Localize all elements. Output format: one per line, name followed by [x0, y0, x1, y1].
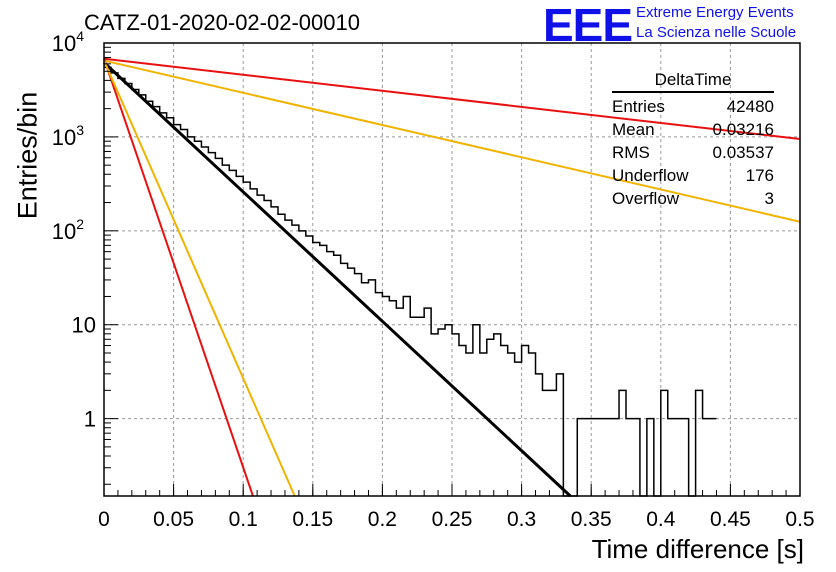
stats-box: DeltaTime Entries 42480 Mean 0.03216 RMS 0.…: [612, 70, 774, 210]
stats-value: 0.03216: [712, 120, 774, 139]
stats-value: 3: [764, 189, 774, 208]
y-axis-label-box: Entries/bin: [4, 92, 42, 220]
fit-line: [102, 61, 572, 498]
x-tick-label: 0.5: [785, 508, 814, 531]
x-tick-label: 0.4: [646, 508, 676, 531]
y-tick-label: 10: [72, 313, 96, 338]
x-tick-label: 0.2: [368, 508, 397, 531]
x-tick-label: 0: [98, 508, 110, 531]
x-tick-label: 0.45: [710, 508, 751, 531]
fit-line: [103, 59, 801, 223]
x-tick-label: 0.1: [229, 508, 258, 531]
stats-row: RMS 0.03537: [612, 141, 774, 164]
stats-value: 176: [745, 166, 774, 185]
x-tick-label: 0.05: [153, 508, 194, 531]
stats-row: Underflow 176: [612, 164, 774, 187]
logo-line-1: Extreme Energy Events: [636, 4, 794, 21]
x-tick-label: 0.35: [571, 508, 612, 531]
y-tick-label: 102: [52, 216, 84, 244]
stats-label: Entries: [612, 97, 665, 116]
y-axis-label: Entries/bin: [12, 91, 43, 220]
logo-line-2: La Scienza nelle Scuole: [636, 24, 797, 41]
chart-title: CATZ-01-2020-02-02-00010: [84, 10, 360, 35]
x-tick-label: 0.15: [292, 508, 333, 531]
fit-line: [103, 60, 296, 497]
stats-title: DeltaTime: [612, 70, 774, 93]
stats-label: Mean: [612, 120, 655, 139]
fit-line: [103, 57, 801, 140]
y-tick-label: 104: [52, 28, 84, 56]
stats-value: 0.03537: [712, 143, 774, 162]
stats-label: RMS: [612, 143, 650, 162]
x-tick-label: 0.25: [432, 508, 473, 531]
eee-logo: EEE: [543, 0, 633, 51]
x-axis-label: Time difference [s]: [591, 534, 804, 564]
stats-row: Mean 0.03216: [612, 118, 774, 141]
y-tick-label: 1: [84, 407, 96, 432]
fit-line: [103, 58, 254, 497]
y-tick-label: 103: [52, 122, 84, 150]
stats-label: Overflow: [612, 189, 680, 208]
stats-row: Entries 42480: [612, 95, 774, 118]
stats-row: Overflow 3: [612, 187, 774, 210]
stats-value: 42480: [726, 97, 774, 116]
stats-label: Underflow: [612, 166, 689, 185]
x-tick-label: 0.3: [507, 508, 536, 531]
histogram-deltatime: [104, 66, 717, 497]
